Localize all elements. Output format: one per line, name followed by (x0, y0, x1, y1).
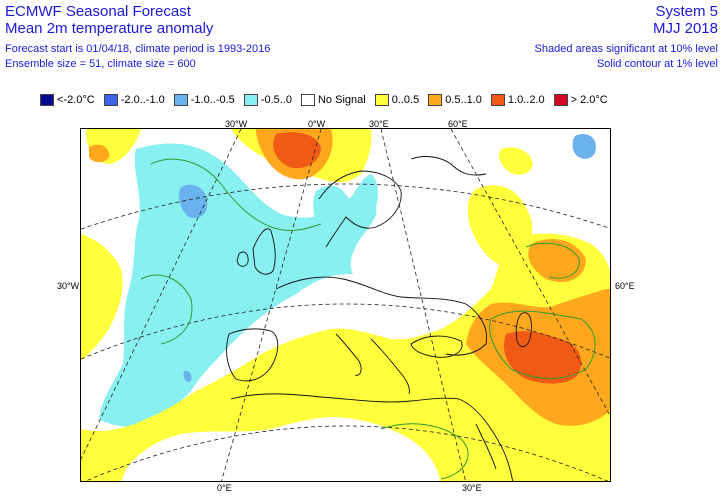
anomaly-region-warm (81, 233, 610, 481)
coastline-scandinavia (318, 170, 402, 248)
legend-item: 0..0.5 (374, 94, 420, 106)
coastline-black-sea (410, 335, 463, 358)
legend-label: -0.5..0 (260, 94, 292, 106)
legend-item: -2.0..-1.0 (103, 94, 165, 106)
lon-label-top-30e: 30°E (369, 119, 389, 129)
legend-item: -0.5..0 (243, 94, 292, 106)
legend-label: No Signal (317, 94, 366, 106)
legend-item: 0.5..1.0 (428, 94, 482, 106)
anomaly-region-warm-moderate (528, 239, 586, 283)
legend-swatch (103, 94, 118, 106)
legend-swatch (374, 94, 389, 106)
lon-label-bottom-0e: 0°E (217, 483, 232, 493)
coastline-italy (335, 333, 362, 376)
legend-label: -2.0..-1.0 (120, 94, 165, 106)
gridline-latitude (84, 425, 609, 481)
significance-shaded-note: Shaded areas significant at 10% level (534, 43, 718, 55)
forecast-info: Forecast start is 01/04/18, climate peri… (5, 43, 271, 55)
legend-swatch (553, 94, 568, 106)
legend-swatch (490, 94, 505, 106)
gridline-longitude (221, 129, 322, 481)
legend-label: -1.0..-0.5 (190, 94, 235, 106)
anomaly-region-warm (81, 234, 123, 361)
significance-contour-note: Solid contour at 1% level (596, 58, 718, 70)
legend-label: > 2.0°C (570, 94, 608, 106)
gridline-longitude (380, 129, 466, 481)
forecast-map (80, 128, 611, 482)
title: ECMWF Seasonal Forecast (5, 3, 191, 20)
anomaly-region-warm-strong (273, 132, 321, 169)
coastline-middle-east (458, 398, 514, 481)
gridline-latitude (81, 303, 610, 360)
lon-label-top-0w: 0°W (308, 119, 326, 129)
coastline-britain (252, 228, 276, 275)
anomaly-region-cold-moderate (178, 184, 208, 219)
contour-line (140, 274, 193, 345)
contour-line (489, 310, 596, 379)
legend: <-2.0°C -2.0..-1.0 -1.0..-0.5 -0.5..0 No… (40, 92, 617, 108)
coastline-red-sea (475, 423, 497, 470)
map-canvas (81, 129, 610, 481)
coastline-iberia (226, 328, 279, 382)
legend-label: 0..0.5 (391, 94, 420, 106)
anomaly-region-cold (99, 143, 378, 427)
legend-item: -1.0..-0.5 (173, 94, 235, 106)
gridline-longitude (81, 129, 242, 460)
coastlines (226, 156, 532, 481)
subtitle: Mean 2m temperature anomaly (5, 20, 214, 37)
legend-label: <-2.0°C (57, 94, 95, 106)
coastline-ireland (236, 251, 249, 267)
anomaly-region-cold-moderate (183, 370, 192, 382)
coastline-caspian (515, 312, 532, 348)
gridline-latitude (81, 183, 610, 230)
legend-item: No Signal (300, 94, 366, 106)
anomaly-region-warm (467, 185, 533, 269)
anomaly-region-warm (499, 147, 533, 175)
lon-label-top-60e: 60°E (448, 119, 468, 129)
legend-swatch (173, 94, 188, 106)
graticule (81, 129, 610, 481)
legend-swatch (243, 94, 258, 106)
significance-contours (140, 158, 596, 480)
coastline-arctic (410, 156, 487, 176)
contour-line (380, 423, 469, 480)
lon-label-left-30w: 30°W (57, 281, 80, 291)
ensemble-info: Ensemble size = 51, climate size = 600 (5, 58, 196, 70)
legend-label: 1.0..2.0 (507, 94, 545, 106)
anomaly-region-cold-moderate (572, 133, 596, 159)
period-label: MJJ 2018 (652, 20, 718, 37)
lon-label-bottom-30e: 30°E (462, 483, 482, 493)
anomaly-region-warm-strong (503, 331, 582, 384)
system-label: System 5 (655, 3, 718, 20)
legend-item: <-2.0°C (40, 94, 95, 106)
coastline-north-africa (230, 393, 460, 403)
legend-swatch (428, 94, 443, 106)
gridline-longitude (450, 129, 610, 417)
anomaly-region-warm-moderate (89, 144, 110, 163)
legend-swatch (40, 94, 54, 106)
legend-item: 1.0..2.0 (490, 94, 545, 106)
coastline-continent (275, 276, 488, 356)
coastline-balkans (370, 338, 410, 395)
legend-swatch (300, 94, 315, 106)
lon-label-right-60e: 60°E (615, 281, 635, 291)
contour-line (150, 158, 322, 231)
lon-label-top-30w: 30°W (225, 119, 248, 129)
contour-line (525, 242, 580, 279)
legend-item: > 2.0°C (553, 94, 608, 106)
legend-label: 0.5..1.0 (445, 94, 482, 106)
